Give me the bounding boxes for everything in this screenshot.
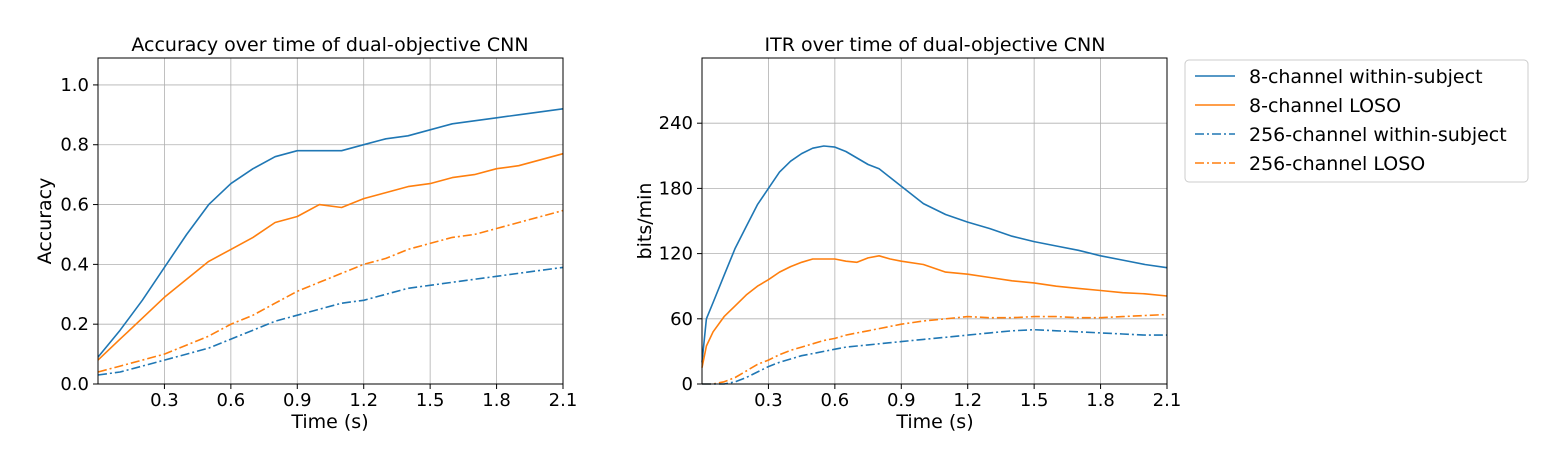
accuracy-x-tick-label: 1.5: [416, 390, 445, 411]
itr-y-axis-label: bits/min: [634, 183, 656, 260]
itr-y-tick-label: 120: [659, 244, 693, 265]
itr-y-ticks: 0 60 120 180 240: [659, 113, 702, 395]
legend-label-8ch-within: 8-channel within-subject: [1249, 66, 1483, 88]
itr-y-tick-label: 0: [682, 374, 693, 395]
accuracy-x-tick-label: 1.8: [482, 390, 511, 411]
itr-series-line-3: [702, 313, 1168, 385]
accuracy-y-tick-label: 0.8: [60, 135, 89, 156]
accuracy-y-tick-label: 0.6: [60, 195, 89, 216]
accuracy-x-axis-label: Time (s): [290, 411, 368, 433]
legend-label-256ch-loso: 256-channel LOSO: [1249, 153, 1425, 175]
itr-series-line-2: [701, 255, 1168, 368]
itr-x-tick-label: 0.3: [754, 390, 783, 411]
legend-entry-2: 8-channel LOSO: [1195, 95, 1401, 117]
itr-plot-frame: [701, 57, 1168, 385]
itr-chart: ITR over time of dual-objective CNN 0.3 0…: [634, 34, 1181, 433]
itr-series-lines: [701, 145, 1168, 385]
accuracy-plot-frame: [97, 57, 564, 385]
itr-chart-title: ITR over time of dual-objective CNN: [765, 34, 1106, 56]
itr-x-tick-label: 0.6: [821, 390, 850, 411]
itr-x-tick-label: 0.9: [887, 390, 916, 411]
legend-entry-1: 8-channel within-subject: [1195, 66, 1483, 88]
accuracy-y-axis-label: Accuracy: [34, 178, 56, 265]
itr-series-line-4: [702, 328, 1167, 385]
accuracy-series-line-4: [97, 266, 564, 376]
itr-x-tick-label: 2.1: [1153, 390, 1182, 411]
itr-y-tick-label: 180: [659, 178, 693, 199]
accuracy-x-tick-label: 0.3: [150, 390, 179, 411]
itr-grid: [702, 58, 1168, 385]
itr-y-tick-label: 60: [670, 309, 693, 330]
itr-x-tick-label: 1.8: [1086, 390, 1115, 411]
accuracy-grid: [98, 58, 564, 385]
accuracy-y-tick-label: 0.2: [60, 314, 89, 335]
accuracy-x-tick-label: 0.6: [217, 390, 246, 411]
accuracy-x-tick-label: 1.2: [349, 390, 378, 411]
accuracy-series-line-2: [97, 152, 564, 361]
accuracy-x-tick-label: 2.1: [549, 390, 578, 411]
legend-entry-3: 256-channel within-subject: [1195, 124, 1507, 146]
itr-x-ticks: 0.3 0.6 0.9 1.2 1.5 1.8 2.1: [754, 384, 1181, 411]
accuracy-chart-title: Accuracy over time of dual-objective CNN: [131, 34, 528, 56]
accuracy-chart: Accuracy over time of dual-objective CNN…: [34, 34, 577, 433]
legend-label-256ch-within: 256-channel within-subject: [1249, 124, 1507, 146]
itr-x-tick-label: 1.5: [1020, 390, 1049, 411]
accuracy-y-tick-label: 0.0: [60, 374, 89, 395]
itr-series-line-1: [701, 145, 1168, 363]
accuracy-x-tick-label: 0.9: [283, 390, 312, 411]
accuracy-x-ticks: 0.3 0.6 0.9 1.2 1.5 1.8 2.1: [150, 384, 577, 411]
itr-x-tick-label: 1.2: [953, 390, 982, 411]
legend-entry-4: 256-channel LOSO: [1195, 153, 1425, 175]
itr-y-tick-label: 240: [659, 113, 693, 134]
legend: 8-channel within-subject 8-channel LOSO …: [1184, 59, 1529, 183]
accuracy-series-line-1: [97, 108, 564, 358]
accuracy-series-line-3: [97, 209, 564, 373]
legend-label-8ch-loso: 8-channel LOSO: [1249, 95, 1401, 117]
accuracy-series-lines: [97, 108, 564, 376]
accuracy-y-tick-label: 0.4: [60, 254, 89, 275]
accuracy-y-tick-label: 1.0: [60, 75, 89, 96]
itr-x-axis-label: Time (s): [895, 411, 973, 433]
legend-box: [1184, 59, 1529, 183]
accuracy-y-ticks: 0.0 0.2 0.4 0.6 0.8 1.0: [60, 75, 98, 395]
